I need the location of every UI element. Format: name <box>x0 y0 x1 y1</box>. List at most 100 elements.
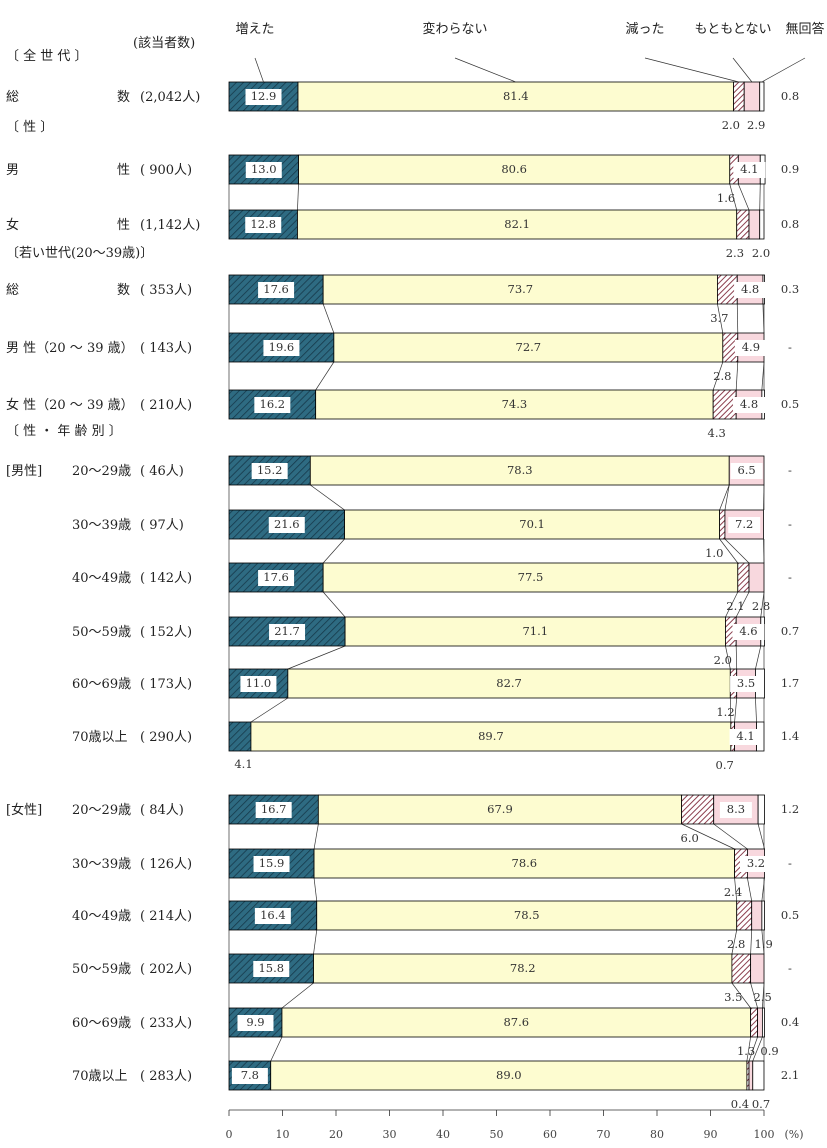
bar-segment-unchanged <box>298 154 731 185</box>
connector-line <box>322 591 346 618</box>
value-label-no-answer: - <box>788 517 792 531</box>
connector-line <box>719 484 730 511</box>
connector-line <box>725 645 731 670</box>
x-tick-label: 60 <box>543 1128 557 1141</box>
row-label: 40～49歳 <box>72 909 131 924</box>
bar-segment-unchanged <box>313 848 735 879</box>
value-label-no-answer: 0.7 <box>781 624 799 638</box>
bar-segment-unchanged <box>333 332 724 363</box>
x-tick-label: 90 <box>704 1128 718 1141</box>
value-label-bg <box>258 570 295 586</box>
value-label-increased: 4.1 <box>234 757 252 771</box>
connector-line <box>729 697 732 723</box>
bar-segment-none <box>757 1007 763 1038</box>
bar-segment-none <box>748 209 761 240</box>
connector-line <box>281 982 314 1009</box>
connector-line <box>315 361 335 391</box>
row-label: 性 <box>117 163 130 178</box>
value-label-bg <box>258 282 295 298</box>
value-label-unchanged: 74.3 <box>502 397 528 411</box>
bar-segment-decreased <box>733 81 745 112</box>
row-count: ( 233人) <box>140 1016 192 1031</box>
value-label-decreased: 3.7 <box>710 311 728 325</box>
value-label-unchanged: 81.4 <box>503 89 529 103</box>
connector-line <box>731 982 751 1009</box>
value-label-bg <box>730 676 763 692</box>
value-label-no-answer: 0.3 <box>781 282 799 296</box>
value-label-unchanged: 72.7 <box>516 340 542 354</box>
x-tick-label: 20 <box>329 1128 343 1141</box>
connector-line <box>735 645 738 670</box>
value-label-no-answer: 0.4 <box>781 1015 799 1029</box>
bar-segment-unchanged <box>322 274 718 305</box>
value-label-no-answer: 0.9 <box>781 162 799 176</box>
connector-line <box>734 877 738 902</box>
value-label-unchanged: 67.9 <box>487 802 513 816</box>
value-label-decreased: 1.2 <box>716 705 734 719</box>
value-label-none: 4.6 <box>739 624 757 638</box>
value-label-unchanged: 89.7 <box>478 729 504 743</box>
bar-segment-none <box>743 81 761 112</box>
bar-segment-decreased <box>712 389 737 420</box>
value-label-unchanged: 87.6 <box>503 1015 529 1029</box>
legend-leader-line <box>254 57 264 83</box>
value-label-no-answer: 1.4 <box>781 729 799 743</box>
connector-line <box>759 183 761 211</box>
value-label-bg <box>263 340 300 356</box>
value-label-decreased: 2.4 <box>724 885 742 899</box>
value-label-bg <box>231 1068 268 1084</box>
row-label: 数 <box>117 283 130 298</box>
value-label-none: 6.5 <box>737 463 755 477</box>
value-label-increased: 11.0 <box>246 676 272 690</box>
value-label-decreased: 6.0 <box>681 831 699 845</box>
bar-segment-decreased <box>681 794 715 825</box>
value-label-unchanged: 89.0 <box>496 1068 522 1082</box>
legend-entry: 無回答 <box>785 21 824 37</box>
value-label-none: 4.9 <box>742 340 760 354</box>
value-label-decreased: 0.7 <box>716 758 734 772</box>
connector-line <box>724 538 750 564</box>
bar-segment-none <box>751 900 763 931</box>
bar-segment-unchanged <box>309 455 730 486</box>
row-label: 50～59歳 <box>72 625 131 640</box>
value-label-decreased: 2.3 <box>726 246 744 260</box>
value-label-unchanged: 78.3 <box>507 463 533 477</box>
value-label-decreased: 2.8 <box>727 937 745 951</box>
row-label: 女 性（20 ～ 39 歳） <box>6 397 134 413</box>
bar-segment-unchanged <box>281 1007 752 1038</box>
connector-line <box>313 929 318 955</box>
row-count: ( 152人) <box>140 625 192 640</box>
value-label-unchanged: 80.6 <box>501 162 527 176</box>
value-label-bg <box>254 908 291 924</box>
value-label-bg <box>733 162 766 178</box>
x-tick-label: 0 <box>226 1128 233 1141</box>
row-label: 20～29歳 <box>72 464 131 479</box>
row-count: ( 214人) <box>140 909 192 924</box>
value-label-increased: 17.6 <box>263 282 289 296</box>
value-label-decreased: 4.3 <box>708 426 726 440</box>
row-label: 女 <box>6 217 19 233</box>
row-count: ( 202人) <box>140 962 192 977</box>
value-label-bg <box>269 624 306 640</box>
value-label-decreased: 0.4 <box>731 1097 749 1111</box>
row-label: 20～29歳 <box>72 803 131 818</box>
row-label: 30～39歳 <box>72 857 131 872</box>
bar-segment-decreased <box>737 562 750 593</box>
connector-line <box>748 1036 758 1062</box>
connector-line <box>313 877 318 902</box>
section-label: 〔 性 〕 <box>6 120 53 135</box>
value-label-bg <box>732 624 765 640</box>
value-label-no-answer: 0.8 <box>781 217 799 231</box>
row-count: ( 173人) <box>140 677 192 692</box>
row-label: 70歳以上 <box>72 1069 128 1084</box>
row-label: 60～69歳 <box>72 677 131 692</box>
connector-line <box>250 697 289 723</box>
bar-segment-no-answer <box>757 794 765 825</box>
bar-segment-decreased <box>736 209 750 240</box>
value-label-bg <box>237 1015 274 1031</box>
connector-line <box>713 823 748 850</box>
row-label: 男 性（20 ～ 39 歳） <box>6 341 134 356</box>
bar-segment-unchanged <box>317 794 683 825</box>
connector-line <box>734 697 738 723</box>
